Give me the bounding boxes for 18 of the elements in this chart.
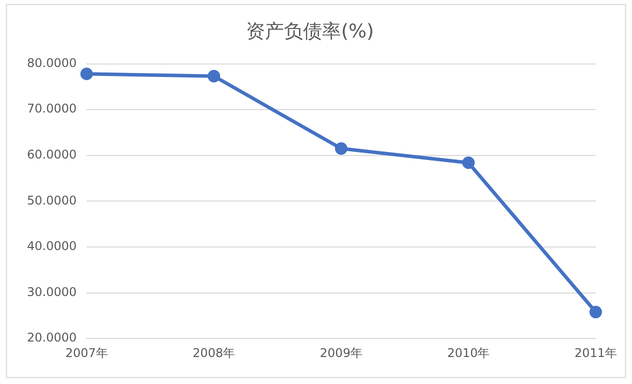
y-tick-label: 80.0000 — [27, 56, 77, 70]
x-tick-label: 2010年 — [447, 346, 490, 360]
point — [80, 68, 93, 80]
y-tick-label: 70.0000 — [27, 102, 77, 116]
x-tick-label: 2009年 — [320, 346, 362, 360]
y-tick-label: 30.0000 — [27, 284, 77, 299]
x-tick-label: 2011年 — [574, 346, 618, 360]
y-tick-label: 40.0000 — [27, 239, 77, 254]
point — [208, 70, 220, 82]
x-tick-label: 2007年 — [65, 346, 108, 360]
point — [589, 306, 602, 318]
y-tick-label: 50.0000 — [27, 193, 77, 208]
point — [462, 156, 475, 169]
chart-title: 资产负债率(%) — [246, 20, 374, 42]
x-tick-label: 2008年 — [192, 346, 236, 360]
y-tick-label: 20.0000 — [27, 330, 77, 345]
y-tick-label: 60.0000 — [27, 148, 77, 162]
point — [334, 142, 348, 155]
